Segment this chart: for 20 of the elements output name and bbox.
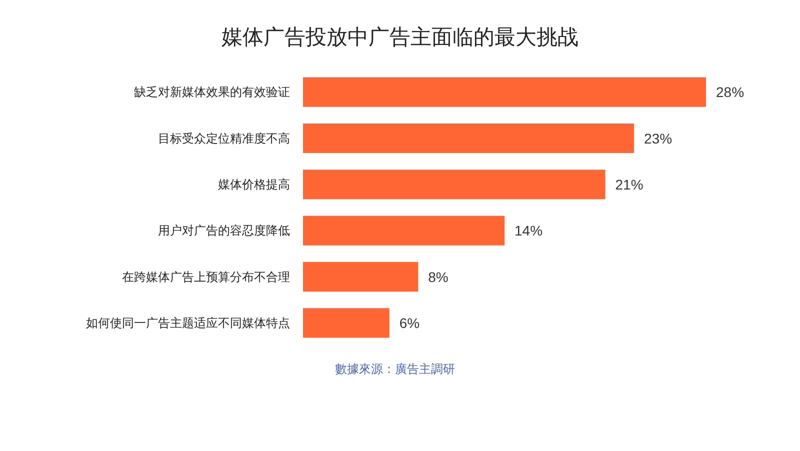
y-tick-label: 用户对广告的容忍度降低 xyxy=(158,224,290,238)
data-label: 8% xyxy=(428,268,448,285)
data-label: 28% xyxy=(716,84,744,100)
y-tick-label: 目标受众定位精准度不高 xyxy=(158,131,290,146)
chart-title: 媒体广告投放中广告主面临的最大挑战 xyxy=(222,26,578,49)
data-label: 21% xyxy=(615,176,644,192)
bar xyxy=(303,77,706,107)
data-label: 23% xyxy=(644,130,672,146)
bar xyxy=(303,308,390,338)
data-label: 6% xyxy=(399,314,420,331)
data-label: 14% xyxy=(514,222,543,239)
y-tick-label: 媒体价格提高 xyxy=(218,177,290,192)
bar xyxy=(303,262,418,292)
y-tick-label: 缺乏对新媒体效果的有效验证 xyxy=(134,85,290,100)
bar xyxy=(303,216,504,246)
y-tick-label: 如何使同一广告主题适应不同媒体特点 xyxy=(86,316,290,330)
y-tick-label: 在跨媒体广告上预算分布不合理 xyxy=(122,270,290,284)
text: 數據來源：廣告主調研 xyxy=(335,362,455,376)
bar xyxy=(303,170,606,200)
bar xyxy=(303,123,634,154)
